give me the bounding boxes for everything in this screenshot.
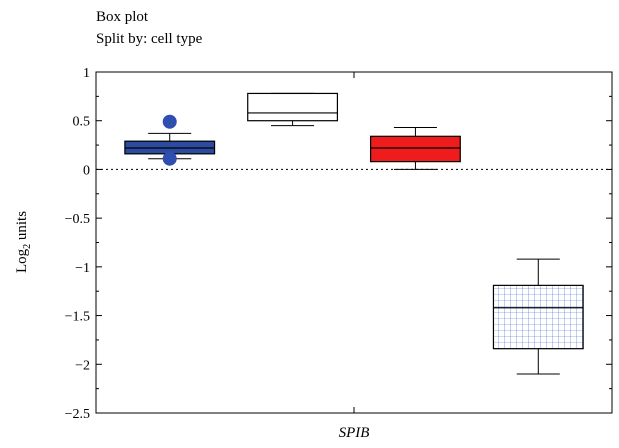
y-axis: 1 0.5 0 −0.5 −1 −1.5 −2 −2.5	[65, 66, 612, 422]
y-tick-label: −2.5	[65, 407, 90, 422]
x-axis-label: SPIB	[339, 425, 370, 441]
box-series	[124, 92, 584, 375]
box-4	[492, 258, 584, 375]
chart-title-block: Box plot Split by: cell type	[96, 6, 202, 50]
box-1	[124, 114, 216, 166]
y-tick-label: 0	[83, 163, 90, 178]
box-iqr	[369, 135, 461, 163]
box-2	[247, 92, 339, 127]
y-tick-label: 0.5	[73, 115, 91, 130]
outlier-point	[162, 151, 177, 166]
box-3	[369, 127, 461, 170]
y-tick-label: −1	[75, 261, 90, 276]
y-tick-label: 1	[83, 66, 90, 81]
box-iqr	[247, 92, 339, 122]
chart-subtitle: Split by: cell type	[96, 31, 203, 47]
chart-title: Box plot	[96, 9, 149, 25]
y-tick-label: −1.5	[65, 310, 90, 325]
outlier-point	[162, 114, 177, 129]
box-iqr	[492, 284, 584, 350]
y-axis-label: Log2 units	[14, 211, 33, 273]
y-tick-label: −0.5	[65, 212, 90, 227]
y-tick-label: −2	[75, 358, 90, 373]
